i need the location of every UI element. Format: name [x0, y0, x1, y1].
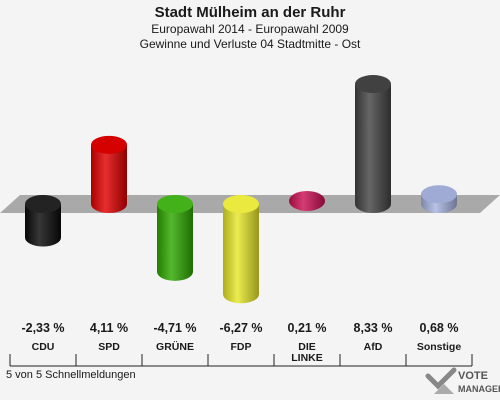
- value-label: 4,11 %: [90, 321, 128, 335]
- value-label: 8,33 %: [354, 321, 393, 335]
- chart-header: Stadt Mülheim an der Ruhr Europawahl 201…: [0, 4, 500, 52]
- bar-bottom: [157, 262, 193, 281]
- category-label: DIE LINKE: [291, 341, 323, 364]
- bar-spd: [91, 135, 127, 213]
- category-label: SPD: [98, 341, 120, 353]
- bar-afd: [355, 75, 391, 213]
- bar-cap: [289, 190, 325, 211]
- value-label: -2,33 %: [21, 321, 64, 335]
- bar-top: [157, 195, 193, 213]
- bar-sonstige: [421, 185, 457, 213]
- bar-die-linke: [289, 190, 325, 211]
- chart-subtitle-2: Gewinne und Verluste 04 Stadtmitte - Ost: [139, 37, 361, 51]
- bar-bottom: [91, 195, 127, 213]
- value-label: 0,21 %: [288, 321, 327, 335]
- value-label: -4,71 %: [153, 321, 196, 335]
- chart-title: Stadt Mülheim an der Ruhr: [154, 4, 346, 21]
- category-label: GRÜNE: [156, 340, 194, 353]
- bar-bottom: [223, 285, 259, 304]
- bar-body: [355, 84, 391, 204]
- bar-grüne: [157, 195, 193, 281]
- footer-note: 5 von 5 Schnellmeldungen: [6, 369, 136, 381]
- bar-bottom: [355, 195, 391, 213]
- bar-cdu: [25, 195, 61, 247]
- value-label: 0,68 %: [420, 321, 459, 335]
- bar-top: [355, 75, 391, 94]
- bar-body: [223, 204, 259, 295]
- chart-subtitle-1: Europawahl 2014 - Europawahl 2009: [151, 22, 349, 36]
- category-label: AfD: [364, 341, 383, 353]
- bar-top: [91, 135, 127, 154]
- value-label: -6,27 %: [219, 321, 262, 335]
- category-label: Sonstige: [417, 341, 461, 353]
- vote-manager-logo: VOTE MANAGER: [425, 367, 500, 394]
- bar-fdp: [223, 195, 259, 304]
- bar-body: [157, 204, 193, 272]
- bar-top: [421, 185, 457, 204]
- bar-top: [223, 195, 259, 213]
- category-label: FDP: [231, 341, 252, 353]
- logo-text-vote: VOTE: [458, 370, 488, 382]
- category-label: CDU: [32, 341, 55, 353]
- logo-text-manager: MANAGER: [458, 384, 500, 394]
- bar-top: [25, 195, 61, 213]
- bar-body: [91, 144, 127, 204]
- bar-bottom: [25, 228, 61, 247]
